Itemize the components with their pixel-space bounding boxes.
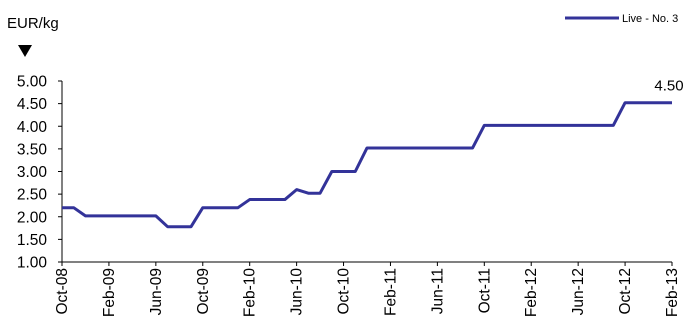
y-tick-label: 3.50: [17, 141, 48, 158]
y-axis: 1.00 1.50 2.00 2.50 3.00 3.50 4.00 4.50 5.00: [17, 74, 62, 272]
x-tick-label: Oct-10: [336, 268, 353, 315]
down-arrow-icon: [18, 45, 32, 57]
axes: [61, 81, 672, 263]
x-tick-label: Feb-11: [382, 268, 399, 316]
x-tick-label: Feb-12: [523, 268, 540, 317]
y-axis-label: EUR/kg: [7, 15, 59, 32]
x-tick-label: Feb-13: [664, 268, 681, 317]
end-value-label: 4.50: [654, 78, 683, 95]
y-tick-label: 4.50: [17, 96, 48, 113]
x-tick-label: Feb-09: [101, 268, 118, 317]
series-line: [62, 101, 672, 229]
y-tick-label: 1.00: [17, 255, 48, 272]
y-tick-label: 5.00: [17, 74, 48, 91]
y-tick-label: 4.00: [17, 119, 48, 136]
x-tick-label: Oct-09: [195, 268, 212, 315]
x-tick-label: Jun-10: [289, 268, 306, 316]
series-group: [61, 101, 673, 229]
y-tick-label: 2.00: [17, 209, 48, 226]
x-tick-label: Oct-08: [54, 268, 71, 315]
x-tick-label: Feb-10: [242, 268, 259, 317]
x-tick-label: Jun-12: [570, 268, 587, 315]
x-tick-label: Jun-11: [429, 268, 446, 314]
y-tick-label: 1.50: [17, 232, 48, 249]
x-tick-label: Oct-11: [476, 268, 493, 313]
legend: Live - No. 3: [565, 13, 678, 25]
y-tick-label: 3.00: [17, 164, 48, 181]
legend-label: Live - No. 3: [622, 13, 678, 25]
x-axis: Oct-08 Feb-09 Jun-09 Oct-09 Feb-10 Jun-10 Oct-…: [54, 262, 681, 317]
x-tick-label: Jun-09: [148, 268, 165, 315]
x-tick-label: Oct-12: [617, 268, 634, 315]
y-tick-label: 2.50: [17, 187, 48, 204]
